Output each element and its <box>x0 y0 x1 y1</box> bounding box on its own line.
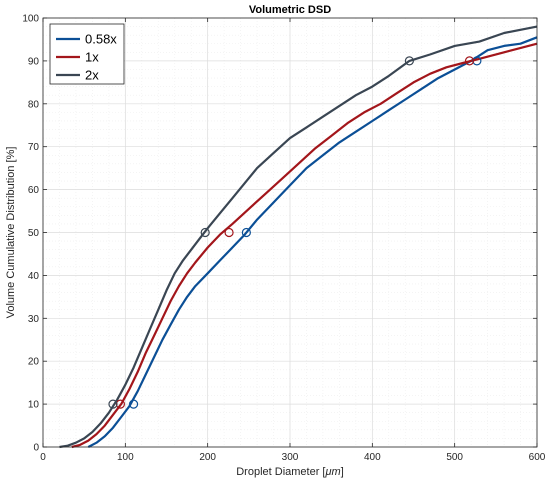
x-axis-label: Droplet Diameter [μm] <box>236 466 344 478</box>
series-marker-0.58x <box>241 227 251 238</box>
legend-label-2x: 2x <box>85 68 99 83</box>
series-marker-2x <box>108 399 118 409</box>
y-tick-label: 40 <box>28 271 40 282</box>
series-line-2x <box>59 25 538 449</box>
x-axis-label-main: Droplet Diameter [ <box>236 466 325 478</box>
series-marker-1x <box>464 56 475 66</box>
marker-layer <box>108 56 482 409</box>
x-axis-label-end: ] <box>341 466 344 478</box>
y-tick-label: 80 <box>28 99 40 110</box>
y-tick-label: 70 <box>28 142 40 153</box>
y-tick-label: 0 <box>33 443 39 454</box>
y-tick-label: 50 <box>28 228 40 239</box>
x-tick-label: 500 <box>446 452 463 463</box>
series-layer <box>59 25 538 449</box>
series-marker-0.58x <box>128 399 139 409</box>
y-tick-label: 100 <box>22 14 39 25</box>
legend-label-1x: 1x <box>85 50 99 65</box>
y-axis-label: Volume Cumulative Distribution [%] <box>5 147 17 319</box>
series-marker-1x <box>224 227 234 238</box>
chart-title: Volumetric DSD <box>249 4 331 16</box>
y-tick-label: 30 <box>28 314 40 325</box>
x-tick-label: 0 <box>40 452 46 463</box>
y-tick-label: 10 <box>28 400 40 411</box>
y-tick-label: 60 <box>28 185 40 196</box>
series-marker-2x <box>200 227 210 238</box>
x-tick-label: 600 <box>529 452 546 463</box>
x-axis-label-unit: μm <box>325 466 341 478</box>
legend: 0.58x 1x 2x <box>49 23 125 85</box>
x-tick-label: 400 <box>364 452 381 463</box>
series-marker-2x <box>404 56 414 66</box>
x-tick-label: 300 <box>282 452 299 463</box>
x-tick-label: 200 <box>199 452 216 463</box>
y-axis-ticks: 0 10 20 30 40 50 60 70 80 90 100 <box>22 14 537 454</box>
series-line-1x <box>71 42 538 449</box>
legend-label-0.58x: 0.58x <box>85 32 117 47</box>
y-tick-label: 90 <box>28 56 40 67</box>
y-tick-label: 20 <box>28 357 40 368</box>
x-tick-label: 100 <box>117 452 134 463</box>
x-axis-ticks: 0 100 200 300 400 500 600 <box>40 18 546 463</box>
series-line-0.58x <box>87 36 538 448</box>
